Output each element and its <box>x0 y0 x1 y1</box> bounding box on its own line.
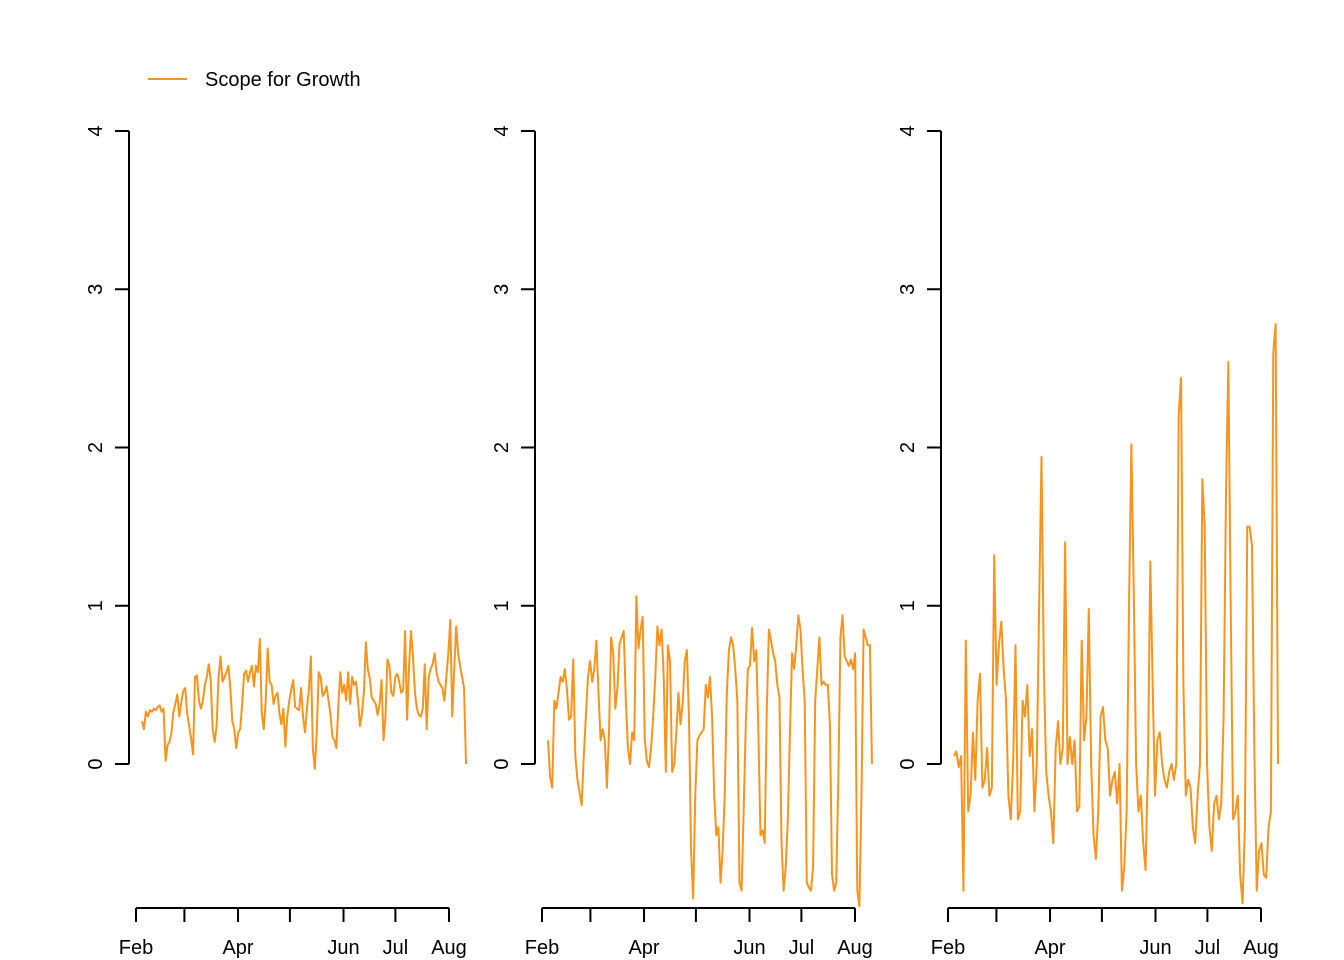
y-tick-label: 2 <box>85 442 107 453</box>
y-tick-label: 4 <box>85 125 107 136</box>
x-tick-label: Feb <box>119 937 153 959</box>
y-tick-label: 3 <box>491 284 513 295</box>
y-tick-label: 0 <box>491 758 513 769</box>
x-tick-label: Jul <box>1195 937 1221 959</box>
x-axis: Feb Apr Jun Jul Aug <box>119 907 467 959</box>
y-axis: 0 1 2 3 4 <box>85 125 130 770</box>
y-tick-label: 3 <box>897 284 919 295</box>
x-tick-label: Feb <box>525 937 559 959</box>
x-tick-label: Jul <box>383 937 409 959</box>
panel-3: 0 1 2 3 4 Feb Apr Jun Jul Aug <box>897 125 1279 959</box>
panels: 0 1 2 3 4 Feb Apr Jun Jul Aug 0 1 2 3 4 Feb Apr Jun Jul Aug… <box>85 125 1279 959</box>
x-tick-label: Jun <box>733 937 765 959</box>
x-tick-label: Jul <box>789 937 815 959</box>
y-tick-label: 4 <box>491 125 513 136</box>
x-tick-label: Jun <box>1139 937 1171 959</box>
x-tick-label: Jun <box>327 937 359 959</box>
x-axis: Feb Apr Jun Jul Aug <box>931 907 1279 959</box>
y-tick-label: 1 <box>897 600 919 611</box>
series-line <box>953 323 1279 905</box>
x-tick-label: Aug <box>1243 937 1279 959</box>
legend-label: Scope for Growth <box>205 69 361 91</box>
legend: Scope for Growth <box>148 69 361 91</box>
x-tick-label: Apr <box>222 937 253 959</box>
x-axis: Feb Apr Jun Jul Aug <box>525 907 873 959</box>
y-tick-label: 0 <box>897 758 919 769</box>
series-line <box>141 618 467 770</box>
x-tick-label: Apr <box>1034 937 1065 959</box>
y-tick-label: 1 <box>491 600 513 611</box>
x-tick-label: Apr <box>628 937 659 959</box>
y-tick-label: 4 <box>897 125 919 136</box>
y-tick-label: 0 <box>85 758 107 769</box>
y-tick-label: 3 <box>85 284 107 295</box>
series-line <box>547 595 873 908</box>
x-tick-label: Feb <box>931 937 965 959</box>
panel-1: 0 1 2 3 4 Feb Apr Jun Jul Aug <box>85 125 467 959</box>
y-tick-label: 1 <box>85 600 107 611</box>
y-tick-label: 2 <box>897 442 919 453</box>
x-tick-label: Aug <box>837 937 873 959</box>
y-tick-label: 2 <box>491 442 513 453</box>
y-axis: 0 1 2 3 4 <box>897 125 942 770</box>
x-tick-label: Aug <box>431 937 467 959</box>
y-axis: 0 1 2 3 4 <box>491 125 536 770</box>
panel-2: 0 1 2 3 4 Feb Apr Jun Jul Aug <box>491 125 873 959</box>
